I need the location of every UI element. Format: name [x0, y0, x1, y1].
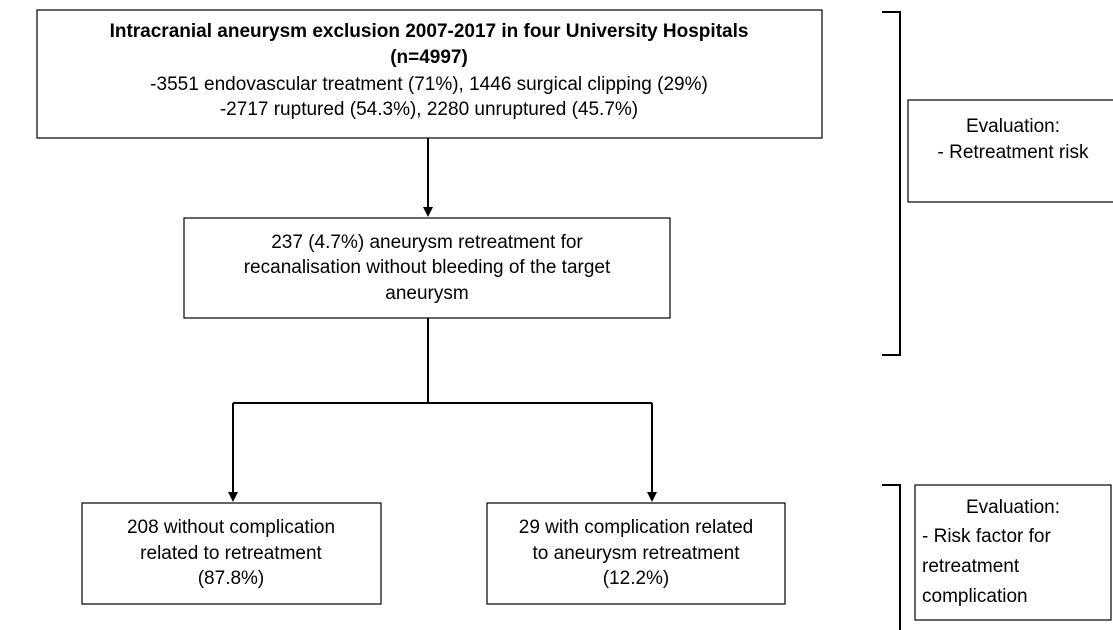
node-text: recanalisation without bleeding of the t… [244, 257, 611, 278]
node-box [81, 502, 382, 605]
node-text: related to retreatment [140, 543, 322, 564]
evaluation-text: - Risk factor for [922, 526, 1051, 547]
node-title: Intracranial aneurysm exclusion 2007-201… [110, 21, 749, 42]
node-box [36, 9, 823, 139]
node-text: -2717 ruptured (54.3%), 2280 unruptured … [220, 99, 638, 120]
bracket [882, 11, 901, 356]
evaluation-text: complication [922, 586, 1028, 607]
evaluation-box [914, 484, 1112, 621]
node-text: -3551 endovascular treatment (71%), 1446… [150, 74, 708, 95]
evaluation-heading: Evaluation: [966, 116, 1060, 137]
node-text: to aneurysm retreatment [533, 543, 741, 564]
node-text: 29 with complication related [519, 517, 753, 538]
node-box [486, 502, 786, 605]
evaluation-heading: Evaluation: [966, 497, 1060, 518]
evaluation-box [907, 99, 1113, 203]
node-box [183, 217, 671, 319]
evaluation-text: retreatment [922, 556, 1020, 577]
node-text: 208 without complication [127, 517, 335, 538]
node-text: (87.8%) [198, 568, 265, 589]
node-title: (n=4997) [390, 47, 468, 68]
node-text: (12.2%) [603, 568, 670, 589]
bracket [882, 484, 901, 630]
evaluation-text: - Retreatment risk [938, 142, 1089, 163]
node-text: 237 (4.7%) aneurysm retreatment for [271, 232, 583, 253]
node-text: aneurysm [385, 283, 468, 304]
